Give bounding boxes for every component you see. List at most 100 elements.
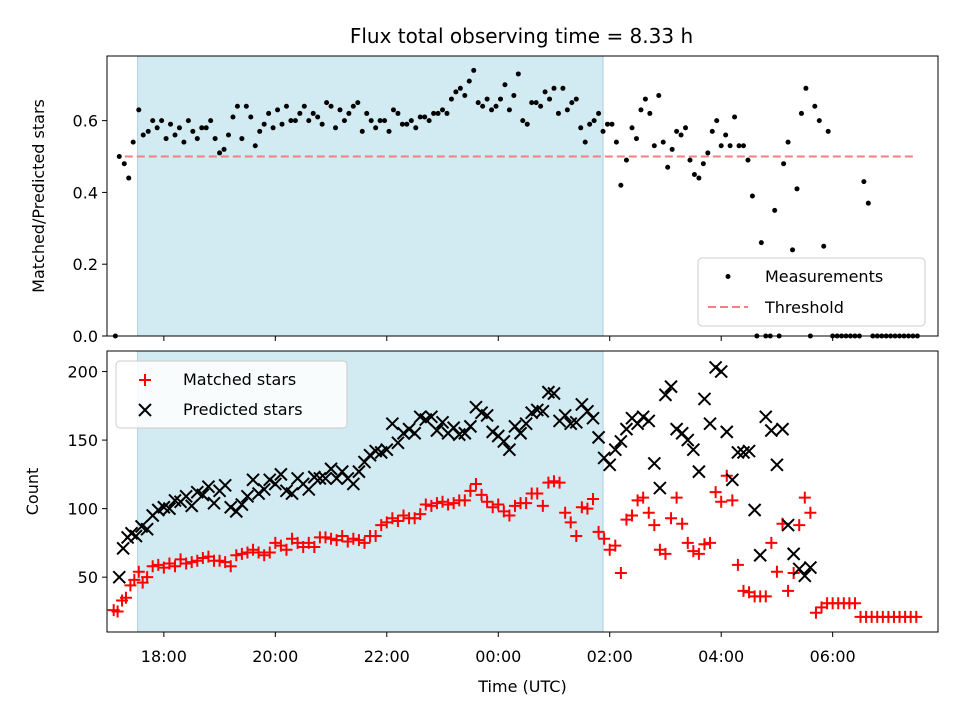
- measurement-point: [732, 114, 738, 120]
- measurement-point: [194, 136, 200, 142]
- measurement-point: [683, 125, 689, 131]
- measurement-point: [453, 89, 459, 95]
- predicted-star-point: [480, 408, 494, 423]
- measurement-point: [355, 100, 361, 106]
- predicted-star-point: [140, 522, 154, 536]
- bottom-y-ticks: 50 100 150 200: [67, 363, 107, 587]
- matched-star-point: [168, 560, 181, 573]
- predicted-star-point: [116, 541, 130, 556]
- measurement-point: [252, 143, 258, 149]
- matched-star-point: [592, 525, 605, 538]
- x-tick-label: 18:00: [141, 647, 187, 666]
- predicted-star-point: [653, 481, 667, 495]
- measurement-point: [270, 125, 276, 131]
- matched-star-point: [570, 530, 583, 543]
- matched-star-point: [241, 546, 254, 559]
- matched-star-point: [263, 546, 276, 559]
- matched-star-point: [670, 491, 683, 504]
- matched-star-point: [547, 475, 560, 488]
- measurement-point: [696, 175, 702, 181]
- measurement-point: [190, 128, 196, 134]
- measurement-point: [243, 103, 249, 109]
- predicted-star-point: [235, 497, 249, 512]
- measurement-point: [480, 103, 486, 109]
- y-tick-label: 0.2: [73, 255, 98, 274]
- measurement-point: [506, 107, 512, 113]
- predicted-star-point: [781, 518, 795, 532]
- bottom-y-axis-label: Count: [23, 468, 42, 516]
- measurement-point: [656, 92, 662, 98]
- predicted-star-point: [725, 473, 740, 487]
- matched-star-point: [230, 549, 243, 562]
- predicted-star-point: [664, 379, 678, 394]
- matched-star-point: [809, 606, 822, 619]
- matched-star-point: [559, 506, 572, 519]
- measurement-point: [475, 100, 481, 106]
- measurement-point: [538, 103, 544, 109]
- matched-star-point: [642, 506, 655, 519]
- predicted-star-point: [352, 464, 366, 479]
- matched-star-point: [659, 547, 672, 560]
- matched-star-point: [336, 530, 349, 543]
- measurement-point: [212, 136, 218, 142]
- predicted-star-point: [681, 433, 695, 447]
- predicted-star-point: [324, 462, 338, 476]
- matched-star-point: [258, 549, 271, 562]
- measurement-point: [794, 186, 800, 192]
- predicted-star-point: [257, 482, 271, 497]
- predicted-star-point: [642, 414, 656, 428]
- measurement-point: [497, 96, 503, 102]
- predicted-star-point: [302, 482, 316, 497]
- predicted-star-point: [686, 442, 701, 457]
- matched-star-point: [715, 495, 728, 508]
- predicted-star-point: [196, 488, 210, 502]
- matched-star-point: [442, 498, 455, 511]
- measurement-point: [150, 118, 156, 124]
- matched-stars-points: [107, 469, 923, 623]
- y-tick-label: 0.6: [73, 112, 98, 131]
- matched-star-point: [665, 512, 678, 525]
- measurement-point: [520, 118, 526, 124]
- measurement-point: [234, 103, 240, 109]
- measurement-point: [613, 139, 619, 145]
- measurement-point: [723, 132, 729, 138]
- measurement-point: [511, 92, 517, 98]
- matched-star-point: [508, 499, 521, 512]
- predicted-star-point: [731, 445, 745, 460]
- x-tick-label: 02:00: [587, 647, 633, 666]
- measurement-point: [600, 128, 606, 134]
- measurement-point: [306, 118, 312, 124]
- matched-star-point: [280, 543, 293, 556]
- measurement-point: [825, 128, 831, 134]
- matched-star-point: [910, 610, 923, 623]
- measurement-point: [533, 100, 539, 106]
- x-tick-label: 22:00: [364, 647, 410, 666]
- measurement-point: [569, 100, 575, 106]
- bottom-axes-frame: [106, 350, 939, 633]
- measurement-point: [130, 139, 136, 145]
- predicted-star-point: [285, 486, 299, 501]
- predicted-star-point: [547, 386, 561, 401]
- matched-star-point: [804, 506, 817, 519]
- measurement-point: [337, 107, 343, 113]
- measurement-point: [176, 125, 182, 131]
- measurement-point: [426, 118, 432, 124]
- measurement-point: [203, 125, 209, 131]
- matched-star-point: [247, 543, 260, 556]
- matched-star-point: [564, 516, 577, 529]
- measurement-point: [136, 107, 142, 113]
- measurement-point: [431, 110, 437, 116]
- matched-star-point: [486, 501, 499, 514]
- matched-star-point: [185, 556, 198, 569]
- measurement-point: [422, 114, 428, 120]
- measurement-point: [399, 121, 405, 127]
- predicted-star-point: [513, 426, 528, 440]
- top-y-ticks: 0.0 0.2 0.4 0.6: [73, 112, 107, 346]
- predicted-star-point: [692, 464, 706, 479]
- legend-measurements-label: Measurements: [765, 267, 883, 286]
- predicted-star-point: [720, 425, 734, 439]
- measurement-point: [126, 175, 132, 181]
- matched-star-point: [224, 560, 237, 573]
- chart-title: Flux total observing time = 8.33 h: [350, 24, 693, 48]
- legend-measurements-marker: [725, 274, 731, 279]
